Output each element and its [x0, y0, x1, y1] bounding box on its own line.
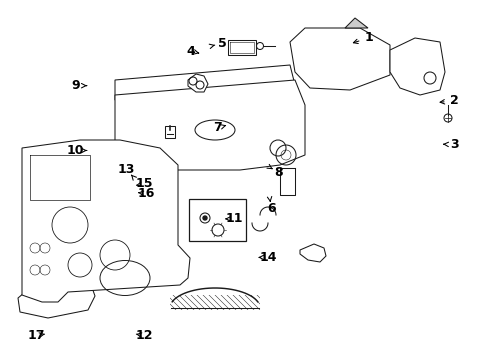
Text: 10: 10 [67, 144, 84, 157]
Text: 17: 17 [28, 329, 45, 342]
Text: 4: 4 [186, 45, 195, 58]
Polygon shape [345, 18, 367, 28]
Text: 5: 5 [218, 37, 226, 50]
Polygon shape [22, 140, 190, 302]
Polygon shape [289, 28, 389, 90]
FancyBboxPatch shape [189, 199, 245, 241]
Polygon shape [115, 80, 305, 170]
Polygon shape [187, 74, 207, 92]
Bar [164, 126, 175, 138]
Text: 13: 13 [117, 163, 135, 176]
Text: 3: 3 [449, 138, 458, 151]
Text: 11: 11 [225, 212, 243, 225]
Text: 8: 8 [274, 166, 283, 179]
Circle shape [203, 216, 206, 220]
Polygon shape [227, 40, 256, 55]
Polygon shape [18, 278, 95, 318]
Text: 9: 9 [71, 79, 80, 92]
Text: 15: 15 [136, 177, 153, 190]
Text: 2: 2 [449, 94, 458, 107]
Text: 12: 12 [135, 329, 153, 342]
Text: 6: 6 [266, 202, 275, 215]
Polygon shape [299, 244, 325, 262]
Text: 7: 7 [213, 121, 222, 134]
Polygon shape [389, 38, 444, 95]
Text: 14: 14 [259, 251, 276, 264]
Text: 1: 1 [364, 31, 373, 44]
Polygon shape [115, 65, 294, 100]
Text: 16: 16 [138, 187, 155, 200]
